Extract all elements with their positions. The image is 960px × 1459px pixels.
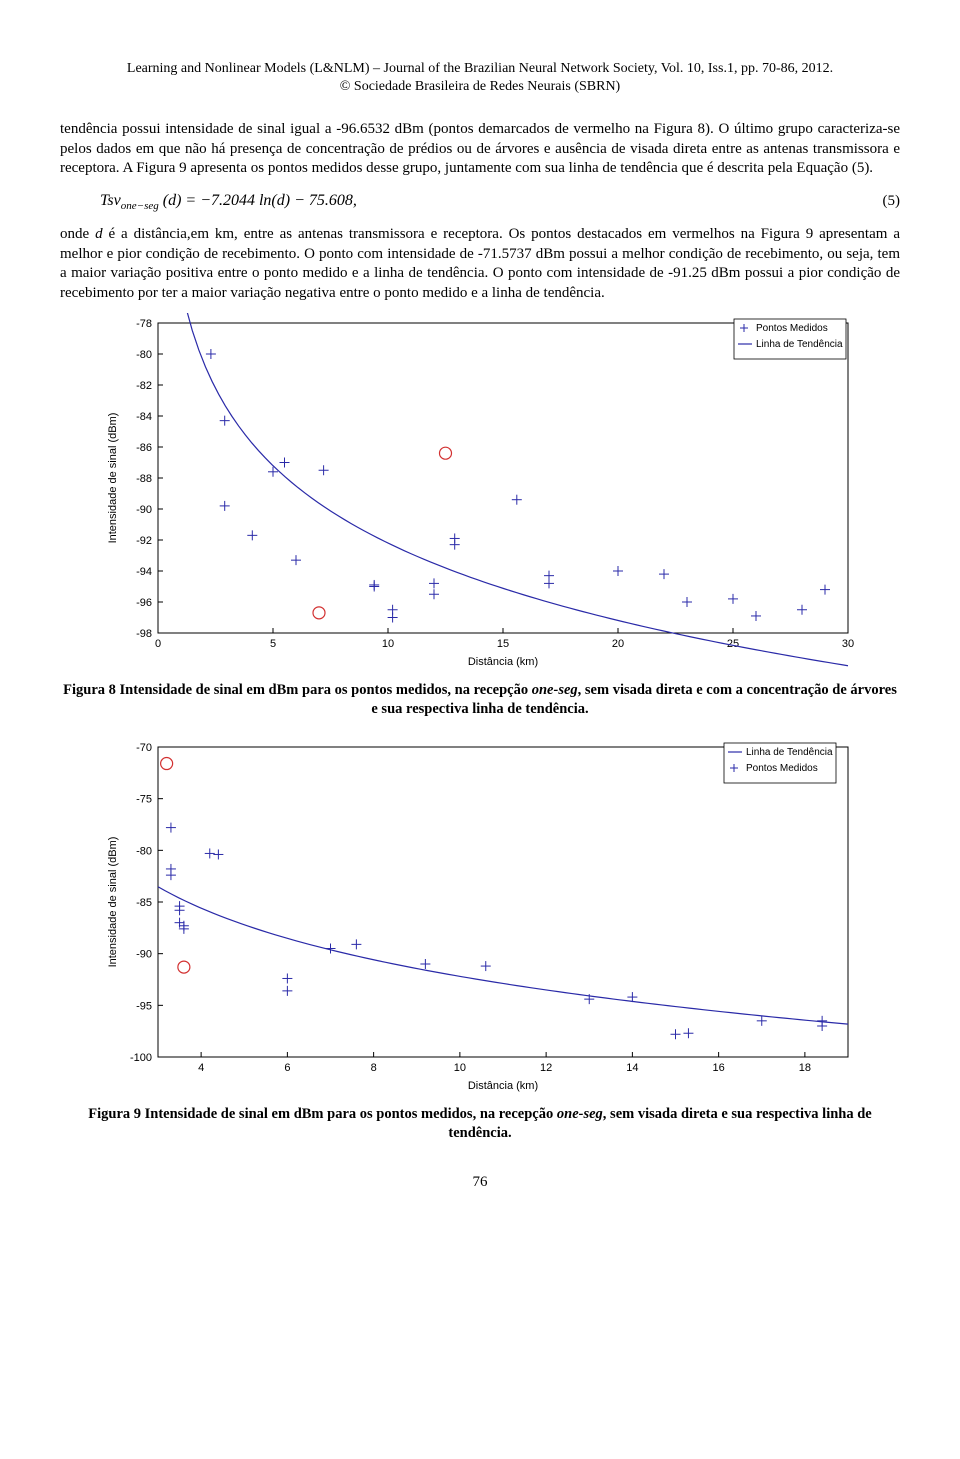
svg-text:Intensidade de sinal (dBm): Intensidade de sinal (dBm)	[107, 413, 119, 544]
svg-text:-85: -85	[136, 897, 152, 909]
svg-text:5: 5	[270, 638, 276, 650]
figure-8-chart: 051015202530-98-96-94-92-90-88-86-84-82-…	[60, 313, 900, 673]
svg-text:Linha de Tendência: Linha de Tendência	[746, 747, 833, 758]
svg-text:-86: -86	[136, 442, 152, 454]
svg-text:Distância (km): Distância (km)	[468, 1080, 538, 1092]
svg-text:-95: -95	[136, 1000, 152, 1012]
svg-text:-88: -88	[136, 473, 152, 485]
equation-body: Tsvone−seg (d) = −7.2044 ln(d) − 75.608,	[100, 191, 357, 213]
page-number: 76	[60, 1173, 900, 1193]
figure-9-chart: 4 6 8 10 12 14 16 18 -100 -95 -90 -85 -80 -75 -70 Distâ…	[60, 737, 900, 1097]
paragraph-2: onde d é a distância,em km, entre as ant…	[60, 225, 900, 303]
svg-text:-90: -90	[136, 504, 152, 516]
svg-text:4: 4	[198, 1062, 204, 1074]
svg-text:16: 16	[713, 1062, 725, 1074]
svg-text:-94: -94	[136, 566, 152, 578]
svg-text:-80: -80	[136, 845, 152, 857]
svg-text:20: 20	[612, 638, 624, 650]
svg-text:-82: -82	[136, 380, 152, 392]
svg-text:-78: -78	[136, 318, 152, 330]
svg-text:30: 30	[842, 638, 854, 650]
figure-8-caption: Figura 8 Intensidade de sinal em dBm par…	[60, 681, 900, 719]
svg-text:6: 6	[284, 1062, 290, 1074]
svg-text:10: 10	[382, 638, 394, 650]
svg-text:-98: -98	[136, 628, 152, 640]
svg-text:Linha de Tendência: Linha de Tendência	[756, 339, 843, 350]
equation-number: (5)	[883, 192, 901, 212]
svg-text:Pontos Medidos: Pontos Medidos	[746, 763, 818, 774]
svg-text:15: 15	[497, 638, 509, 650]
svg-text:-80: -80	[136, 349, 152, 361]
svg-text:-90: -90	[136, 949, 152, 961]
svg-text:Distância (km): Distância (km)	[468, 656, 538, 668]
chart1-svg: 051015202530-98-96-94-92-90-88-86-84-82-…	[100, 313, 860, 673]
paragraph-1: tendência possui intensidade de sinal ig…	[60, 120, 900, 179]
svg-text:10: 10	[454, 1062, 466, 1074]
chart2-svg: 4 6 8 10 12 14 16 18 -100 -95 -90 -85 -80 -75 -70 Distâ…	[100, 737, 860, 1097]
svg-text:8: 8	[371, 1062, 377, 1074]
svg-text:12: 12	[540, 1062, 552, 1074]
svg-text:-70: -70	[136, 742, 152, 754]
header-line1: Learning and Nonlinear Models (L&NLM) – …	[127, 61, 833, 76]
figure-9-caption: Figura 9 Intensidade de sinal em dBm par…	[60, 1105, 900, 1143]
svg-text:0: 0	[155, 638, 161, 650]
svg-text:-96: -96	[136, 597, 152, 609]
svg-text:-84: -84	[136, 411, 152, 423]
page-header: Learning and Nonlinear Models (L&NLM) – …	[60, 60, 900, 96]
equation-5: Tsvone−seg (d) = −7.2044 ln(d) − 75.608,…	[100, 191, 900, 213]
svg-text:-100: -100	[130, 1052, 152, 1064]
header-line2: © Sociedade Brasileira de Redes Neurais …	[340, 79, 620, 94]
svg-text:18: 18	[799, 1062, 811, 1074]
svg-text:-92: -92	[136, 535, 152, 547]
svg-text:Pontos Medidos: Pontos Medidos	[756, 323, 828, 334]
svg-text:-75: -75	[136, 794, 152, 806]
svg-text:14: 14	[626, 1062, 638, 1074]
svg-text:Intensidade de sinal (dBm): Intensidade de sinal (dBm)	[107, 837, 119, 968]
